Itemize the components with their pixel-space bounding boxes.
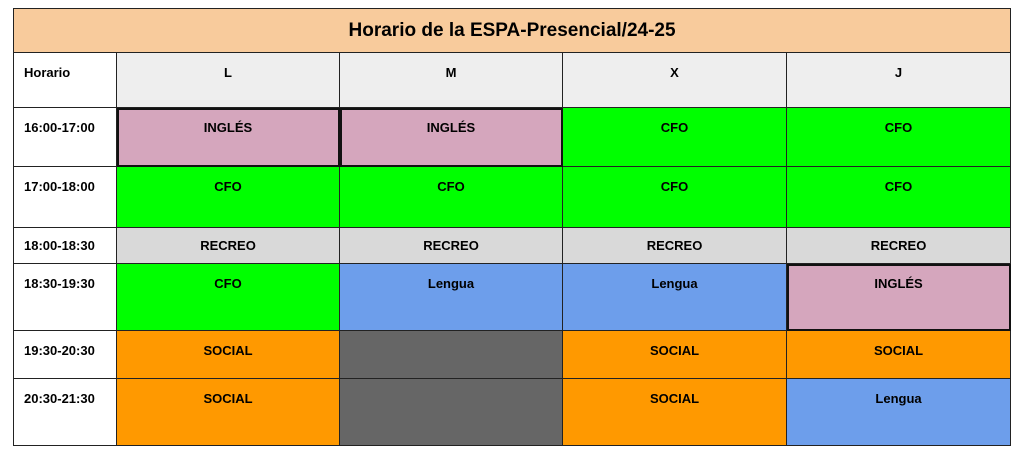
time-cell[interactable]: 18:00-18:30 [13, 227, 117, 264]
class-cell[interactable] [339, 330, 563, 379]
header-day-l[interactable]: L [116, 52, 340, 108]
time-cell[interactable]: 16:00-17:00 [13, 107, 117, 167]
time-cell[interactable]: 20:30-21:30 [13, 378, 117, 446]
class-cell[interactable]: CFO [116, 166, 340, 228]
schedule-row: 16:00-17:00 INGLÉS INGLÉS CFO CFO [13, 107, 1012, 167]
class-cell[interactable]: CFO [339, 166, 563, 228]
class-cell[interactable]: SOCIAL [785, 330, 1012, 379]
class-cell[interactable]: CFO [785, 107, 1012, 167]
schedule-row: 18:00-18:30 RECREO RECREO RECREO RECREO [13, 227, 1012, 264]
header-time[interactable]: Horario [13, 52, 117, 108]
time-cell[interactable]: 19:30-20:30 [13, 330, 117, 379]
header-day-m[interactable]: M [339, 52, 563, 108]
class-cell[interactable]: SOCIAL [116, 378, 340, 446]
class-cell[interactable]: SOCIAL [562, 378, 787, 446]
header-day-x[interactable]: X [562, 52, 787, 108]
class-cell[interactable]: CFO [785, 166, 1012, 228]
time-cell[interactable]: 18:30-19:30 [13, 263, 117, 331]
class-cell[interactable]: SOCIAL [562, 330, 787, 379]
class-cell[interactable]: RECREO [339, 227, 563, 264]
class-cell[interactable]: CFO [562, 166, 787, 228]
class-cell[interactable]: RECREO [116, 227, 340, 264]
class-cell[interactable]: INGLÉS [785, 263, 1012, 331]
class-cell[interactable]: INGLÉS [116, 107, 340, 167]
class-cell[interactable]: INGLÉS [339, 107, 563, 167]
class-cell[interactable]: Lengua [785, 378, 1012, 446]
schedule-table: Horario de la ESPA-Presencial/24-25 Hora… [12, 8, 1012, 446]
class-cell[interactable]: CFO [562, 107, 787, 167]
class-cell[interactable]: Lengua [562, 263, 787, 331]
schedule-row: 19:30-20:30 SOCIAL SOCIAL SOCIAL [13, 330, 1012, 379]
class-cell[interactable]: CFO [116, 263, 340, 331]
time-cell[interactable]: 17:00-18:00 [13, 166, 117, 228]
schedule-row: 18:30-19:30 CFO Lengua Lengua INGLÉS [13, 263, 1012, 331]
header-day-j[interactable]: J [785, 52, 1012, 108]
schedule-title[interactable]: Horario de la ESPA-Presencial/24-25 [12, 8, 1012, 53]
class-cell[interactable]: SOCIAL [116, 330, 340, 379]
schedule-row: 17:00-18:00 CFO CFO CFO CFO [13, 166, 1012, 228]
class-cell[interactable]: RECREO [562, 227, 787, 264]
class-cell[interactable]: RECREO [785, 227, 1012, 264]
class-cell[interactable]: Lengua [339, 263, 563, 331]
class-cell[interactable] [339, 378, 563, 446]
schedule-row: 20:30-21:30 SOCIAL SOCIAL Lengua [13, 378, 1012, 446]
